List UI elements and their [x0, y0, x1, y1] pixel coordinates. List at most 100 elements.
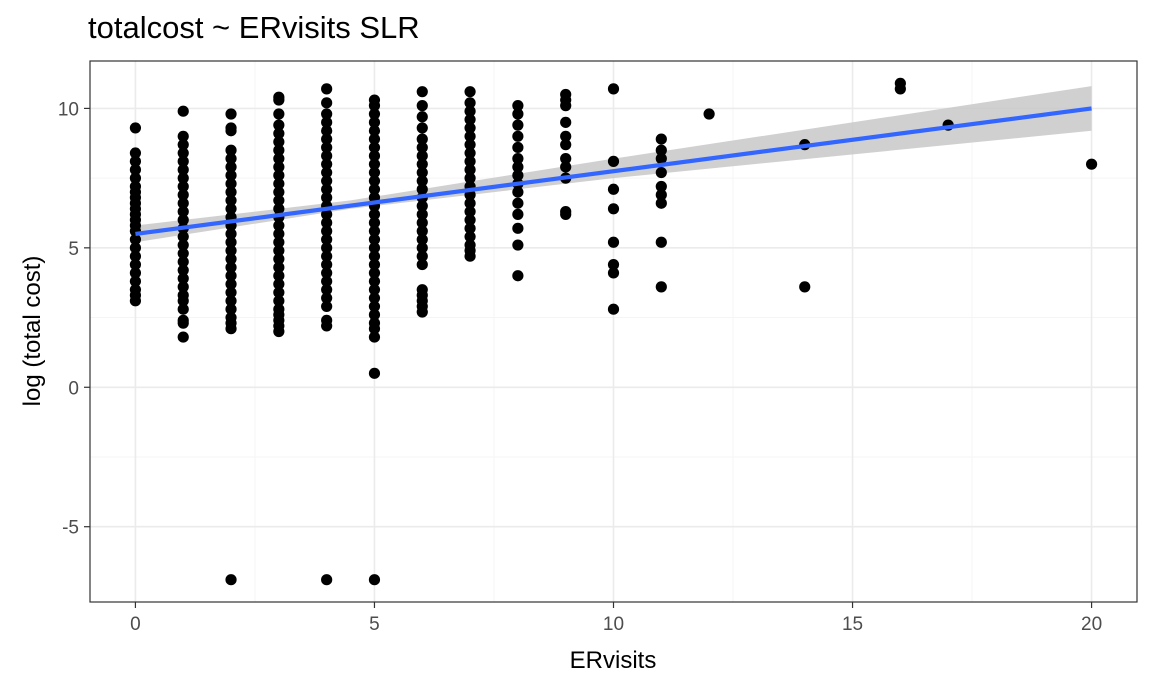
data-point — [177, 272, 189, 285]
data-point — [464, 86, 476, 98]
data-point — [464, 97, 476, 109]
data-point — [655, 180, 667, 193]
data-point — [177, 139, 189, 151]
data-point — [512, 108, 524, 120]
x-axis-title: ERvisits — [570, 647, 657, 674]
data-point — [129, 267, 142, 279]
data-point — [273, 94, 285, 106]
data-point — [225, 236, 237, 248]
data-point — [225, 286, 237, 299]
data-point — [368, 258, 381, 271]
data-point — [512, 270, 524, 282]
data-point — [655, 166, 667, 179]
data-point — [225, 303, 237, 315]
data-point — [225, 228, 237, 240]
data-point — [416, 175, 428, 187]
data-point — [416, 250, 428, 262]
data-point — [177, 295, 189, 307]
data-point — [321, 192, 333, 204]
data-point — [225, 153, 237, 165]
data-point — [368, 108, 381, 120]
y-axis-title: log (total cost) — [19, 256, 46, 407]
data-point — [655, 133, 667, 145]
data-point — [273, 127, 285, 140]
x-tick-label: 15 — [842, 614, 863, 635]
data-point — [177, 164, 189, 176]
data-point — [607, 183, 620, 195]
data-point — [512, 169, 524, 181]
data-point — [321, 208, 333, 220]
data-point — [321, 125, 333, 137]
data-point — [225, 144, 237, 156]
data-point — [368, 100, 381, 112]
fit-line — [135, 106, 1092, 236]
data-point — [368, 267, 381, 279]
x-tick-label: 0 — [130, 614, 141, 635]
data-point — [560, 139, 572, 151]
data-point — [607, 258, 620, 271]
data-point — [273, 270, 285, 282]
data-point — [225, 178, 237, 190]
grid-lines — [90, 61, 1137, 602]
data-point — [177, 172, 189, 184]
data-point — [321, 150, 333, 162]
data-point — [607, 267, 620, 279]
data-point — [416, 208, 428, 220]
data-point — [512, 161, 524, 173]
regression-line — [135, 106, 1092, 236]
data-point — [416, 133, 428, 145]
data-point — [416, 122, 428, 134]
data-point — [225, 278, 237, 290]
data-point — [368, 141, 381, 154]
data-point — [368, 250, 381, 262]
data-point — [464, 105, 476, 117]
data-point — [464, 172, 476, 184]
chart-title: totalcost ~ ERvisits SLR — [88, 10, 420, 45]
data-point — [368, 183, 381, 195]
data-point — [368, 309, 381, 321]
data-point — [416, 258, 428, 271]
data-point — [273, 295, 285, 307]
data-point — [368, 284, 381, 296]
data-point — [177, 180, 189, 193]
data-points — [129, 77, 1098, 586]
data-point — [560, 100, 572, 112]
data-point — [129, 155, 142, 167]
data-point — [129, 147, 142, 159]
data-point — [177, 147, 189, 159]
data-point — [560, 153, 572, 165]
data-point — [512, 197, 524, 209]
data-point — [512, 153, 524, 165]
data-point — [273, 136, 285, 148]
data-point — [416, 150, 428, 162]
data-point — [177, 214, 189, 226]
data-point — [321, 267, 333, 279]
data-point — [321, 141, 333, 154]
data-point — [416, 225, 428, 237]
data-point — [129, 122, 142, 134]
data-point — [225, 161, 237, 173]
data-point — [655, 189, 667, 201]
data-point — [321, 275, 333, 287]
data-point — [368, 331, 381, 343]
data-point — [464, 147, 476, 159]
data-point — [464, 130, 476, 142]
data-point — [273, 161, 285, 173]
data-point — [368, 217, 381, 229]
data-point — [273, 278, 285, 290]
data-point — [177, 317, 189, 329]
data-point — [321, 158, 333, 170]
data-point — [560, 116, 572, 128]
data-point — [607, 236, 620, 248]
x-tick-label: 10 — [603, 614, 624, 635]
data-point — [607, 303, 620, 315]
data-point — [321, 250, 333, 262]
data-point — [655, 144, 667, 156]
data-point — [512, 141, 524, 154]
data-point — [464, 164, 476, 176]
data-point — [368, 300, 381, 313]
data-point — [416, 166, 428, 179]
data-point — [177, 231, 189, 243]
x-tick-label: 5 — [369, 614, 380, 635]
data-point — [416, 111, 428, 123]
